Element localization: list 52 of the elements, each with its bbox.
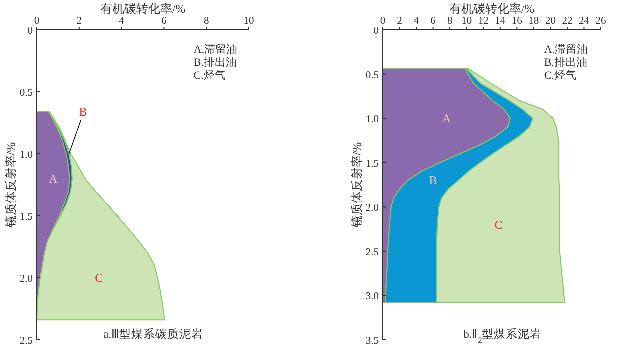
text: a.Ⅲ型煤系碳质泥岩	[104, 328, 204, 341]
x-tick-label: 6	[430, 16, 436, 27]
x-tick-label: 4	[414, 16, 420, 27]
y-tick-label: 2.5	[366, 247, 379, 258]
y-tick-label: 0.5	[20, 88, 33, 99]
x-tick-label: 2	[76, 16, 82, 27]
y-tick-label: 1.5	[20, 212, 33, 223]
x-tick-label: 18	[528, 16, 540, 27]
x-tick-label: 4	[119, 16, 126, 27]
annotation: C.烃气	[194, 70, 226, 82]
y-tick-label: 1.0	[366, 114, 379, 126]
x-tick-label: 8	[204, 16, 210, 27]
y-tick-label: 2.5	[20, 336, 33, 347]
y-axis-title: 镜质体反射率/%	[350, 142, 364, 229]
x-tick-label: 2	[397, 16, 402, 27]
series-label: A	[49, 172, 58, 186]
series-label: C	[494, 218, 503, 232]
series-label: B	[79, 105, 88, 119]
y-tick-label: 0	[374, 26, 379, 37]
x-tick-label: 0	[380, 16, 386, 27]
x-axis-title: 有机碳转化率/%	[100, 2, 186, 16]
annotation: B.排出油	[194, 56, 237, 69]
x-tick-label: 22	[562, 16, 573, 27]
y-tick-label: 2.0	[366, 203, 379, 214]
x-tick-label: 6	[162, 16, 167, 27]
x-tick-label: 14	[495, 16, 506, 27]
series-label: C	[95, 271, 104, 285]
x-tick-label: 24	[578, 16, 590, 27]
y-tick-label: 2.0	[20, 274, 33, 285]
y-tick-label: 1.0	[20, 150, 33, 161]
y-tick-label: 0	[28, 26, 33, 37]
y-tick-label: 3.5	[366, 336, 379, 347]
y-tick-label: 3.0	[366, 292, 379, 303]
x-tick-label: 26	[596, 16, 606, 27]
series-label: A	[442, 112, 452, 126]
x-tick-label: 16	[512, 16, 522, 27]
x-axis-title: 有机碳转化率/%	[449, 2, 535, 16]
x-tick-label: 10	[244, 16, 254, 27]
x-tick-label: 12	[478, 16, 489, 27]
annotation: A.滞留油	[194, 43, 238, 56]
annotation: C.烃气	[544, 70, 576, 82]
y-tick-label: 0.5	[366, 70, 379, 82]
annotation: B.排出油	[544, 56, 588, 69]
y-tick-label: 1.5	[366, 158, 379, 170]
annotation: A.滞留油	[544, 43, 588, 56]
y-axis-title: 镜质体反射率/%	[4, 142, 18, 229]
text: b.Ⅱ$_{2}$型煤系泥岩	[464, 328, 542, 344]
x-tick-label: 0	[34, 16, 40, 27]
x-tick-label: 20	[545, 16, 556, 27]
x-tick-label: 8	[447, 16, 453, 27]
x-tick-label: 10	[462, 16, 472, 27]
series-label: B	[429, 174, 438, 188]
